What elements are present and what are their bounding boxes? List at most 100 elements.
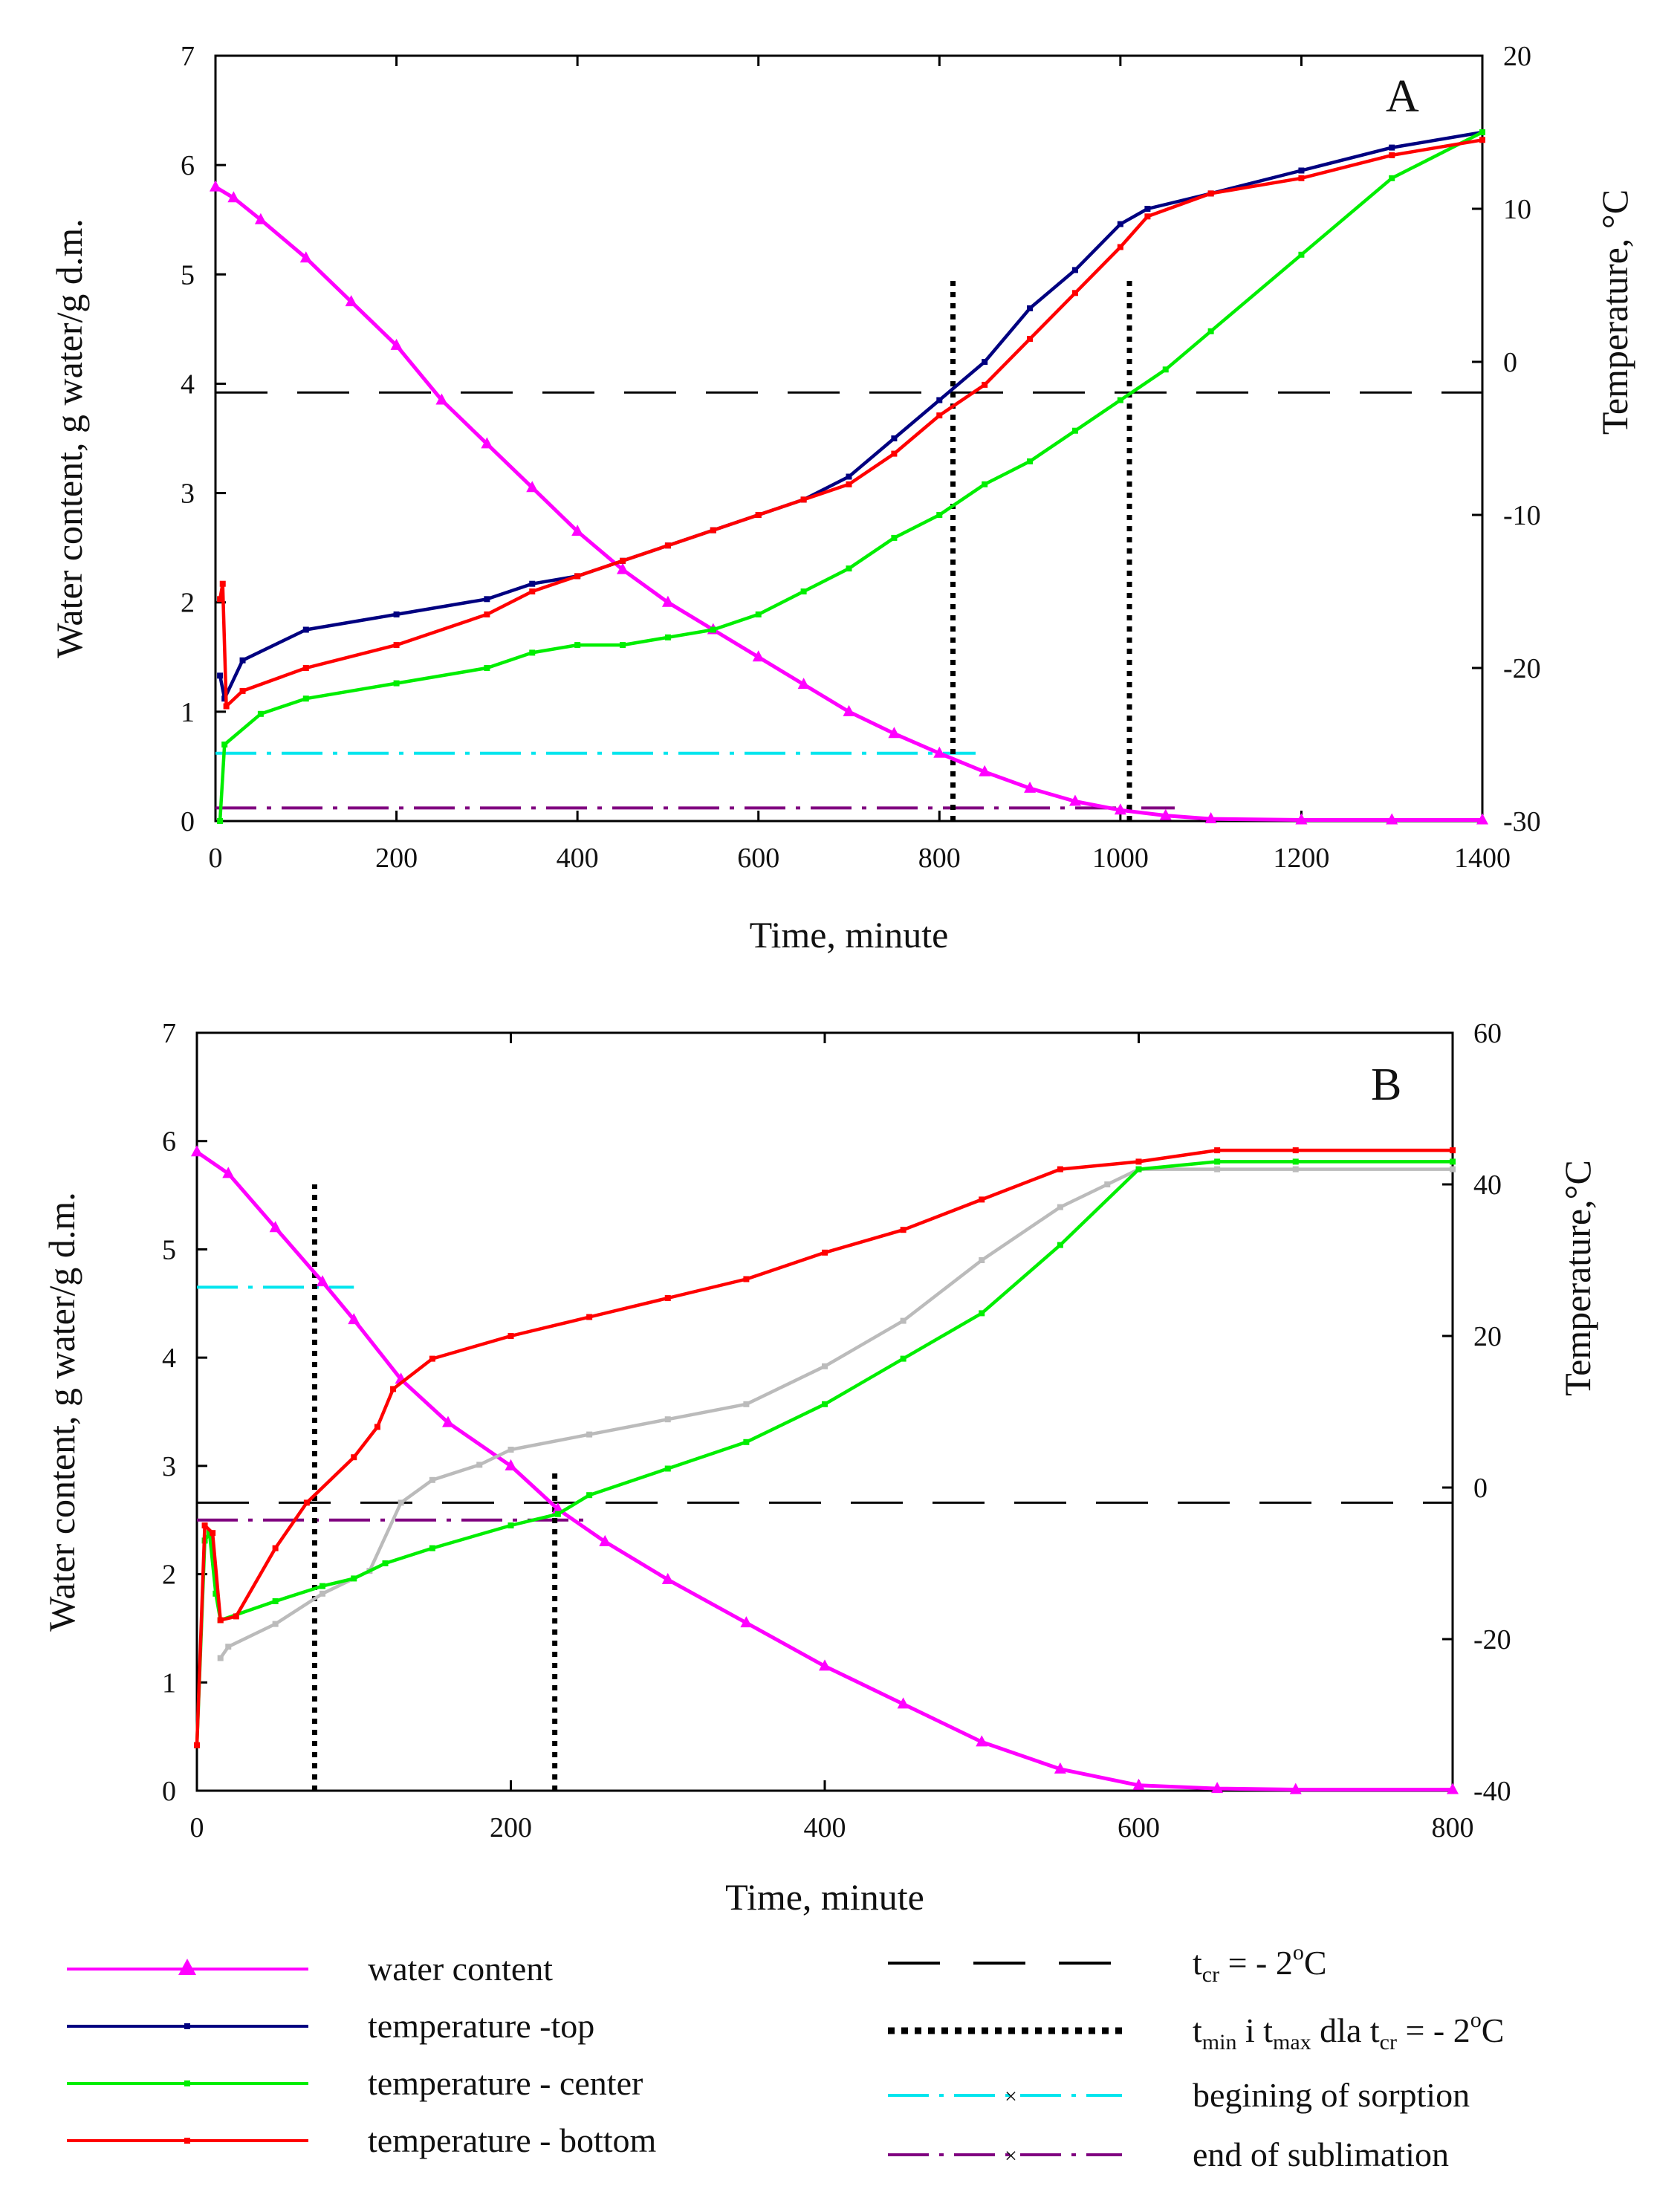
series-center-point	[529, 649, 536, 656]
y-left-tick-label: 7	[181, 41, 195, 72]
series-center-point	[710, 626, 716, 633]
series-center-point	[822, 1401, 828, 1407]
legend-item-temperature-center: temperature - center	[67, 2064, 643, 2102]
legend-label-end-of-sublimation: end of sublimation	[1193, 2135, 1449, 2173]
series-water-point	[843, 704, 855, 716]
y-right-axis-label: Temperature,°C	[1557, 1160, 1598, 1396]
y-right-tick-label: 60	[1473, 1018, 1502, 1049]
series-water-line-b	[195, 1150, 1453, 1791]
series-water-point	[976, 1735, 988, 1747]
x-tick-label: 1000	[1092, 843, 1149, 874]
series-water-point	[227, 191, 240, 203]
series-center-point	[982, 481, 988, 487]
y-left-tick-label: 2	[162, 1560, 176, 1591]
series-top-point	[398, 1499, 404, 1506]
series-top-line-b	[218, 1167, 1453, 1659]
series-top-point	[586, 1431, 593, 1438]
y-left-tick-label: 3	[181, 479, 195, 510]
series-center-point	[1071, 427, 1078, 434]
series-center-point	[320, 1583, 325, 1589]
series-top-point	[393, 611, 400, 617]
series-water-point	[1476, 813, 1488, 825]
series-bottom-point	[393, 642, 400, 649]
series-bottom-point	[743, 1276, 750, 1282]
series-bottom-point	[1207, 190, 1214, 197]
x-tick-label: 600	[737, 843, 779, 874]
series-water-point	[210, 180, 221, 192]
series-bottom-point	[1135, 1158, 1142, 1165]
series-center-point	[221, 742, 228, 747]
x-tick-label: 0	[190, 1812, 204, 1843]
y-right-tick-label: -20	[1503, 653, 1541, 684]
chart-panel-b: 0 200 400 600 800 0 1 2 3 4 5 6 7 -40 -20 0 20 40 60 Time, …	[41, 1018, 1598, 1918]
legend-item-water-content: water content	[67, 1950, 553, 1988]
series-water-point	[345, 295, 357, 307]
y-left-tick-label: 4	[162, 1343, 176, 1374]
series-bottom-point	[891, 450, 898, 457]
series-bottom-point	[1450, 1147, 1456, 1154]
series-bottom-point	[936, 412, 943, 419]
series-bottom-point	[272, 1545, 279, 1551]
series-bottom-point	[574, 573, 581, 580]
series-bottom-point	[1117, 244, 1123, 250]
y-right-tick-label: -10	[1503, 500, 1541, 531]
series-center-point	[664, 634, 671, 640]
x-tick-label: 800	[918, 843, 961, 874]
legend-label-temperature-top: temperature -top	[368, 2007, 594, 2045]
series-bottom-point	[390, 1386, 397, 1392]
series-bottom-point	[194, 1742, 200, 1748]
series-top-point	[529, 580, 536, 587]
series-water-point	[888, 727, 901, 739]
y-left-tick-label: 4	[181, 369, 195, 400]
legend-label-t-min-max: tmin i tmax dla tcr = - 2oC	[1193, 2008, 1504, 2054]
y-right-tick-label: 20	[1473, 1321, 1502, 1352]
y-right-tick-label: 20	[1503, 41, 1531, 72]
series-bottom-point	[664, 1295, 671, 1301]
legend-label-t-cr: tcr = - 2oC	[1193, 1940, 1327, 1987]
series-bottom-point	[374, 1424, 380, 1430]
series-water-point	[442, 1415, 454, 1427]
plot-frame	[214, 54, 1484, 823]
y-left-tick-label: 5	[181, 259, 195, 291]
series-center-point	[800, 588, 807, 594]
series-center-line-b	[195, 1160, 1453, 1745]
series-water-point	[933, 746, 946, 758]
y-right-tick-label: 10	[1503, 194, 1531, 225]
series-center-point	[213, 1590, 219, 1597]
series-bottom-point	[219, 580, 226, 587]
x-tick-label: 400	[557, 843, 599, 874]
series-center-point	[1389, 175, 1395, 181]
series-bottom-point	[223, 703, 230, 710]
series-center-point	[351, 1575, 357, 1582]
series-top-point	[507, 1447, 514, 1453]
series-top-line-a	[218, 130, 1483, 701]
series-water-point	[897, 1697, 909, 1709]
series-center-point	[206, 1530, 213, 1537]
series-bottom-line-a	[218, 138, 1483, 708]
series-center-point	[393, 680, 400, 687]
legend-item-beginning-of-sorption: × begining of sorption	[888, 2076, 1470, 2114]
series-bottom-point	[429, 1355, 435, 1362]
series-water-point	[481, 437, 493, 449]
series-water-point	[819, 1659, 831, 1671]
series-top-point	[979, 1257, 985, 1263]
series-water-point	[222, 1167, 235, 1178]
series-top-point	[1298, 167, 1305, 174]
series-top-point	[1071, 267, 1078, 273]
series-water-point	[435, 393, 448, 405]
series-top-point	[1389, 144, 1395, 151]
series-center-point	[936, 512, 943, 518]
y-right-tick-label: 0	[1473, 1473, 1488, 1504]
y-left-tick-label: 6	[181, 150, 195, 181]
series-bottom-point	[1071, 290, 1078, 296]
series-center-point	[1135, 1166, 1142, 1173]
series-water-point	[1024, 781, 1037, 793]
series-bottom-point	[1298, 175, 1305, 181]
y-left-tick-label: 0	[181, 806, 195, 837]
series-center-point	[507, 1522, 514, 1528]
series-center-point	[1027, 458, 1034, 464]
series-top-point	[1214, 1166, 1221, 1173]
series-top-point	[1057, 1204, 1063, 1210]
series-bottom-point	[351, 1454, 357, 1461]
series-top-point	[429, 1476, 435, 1483]
